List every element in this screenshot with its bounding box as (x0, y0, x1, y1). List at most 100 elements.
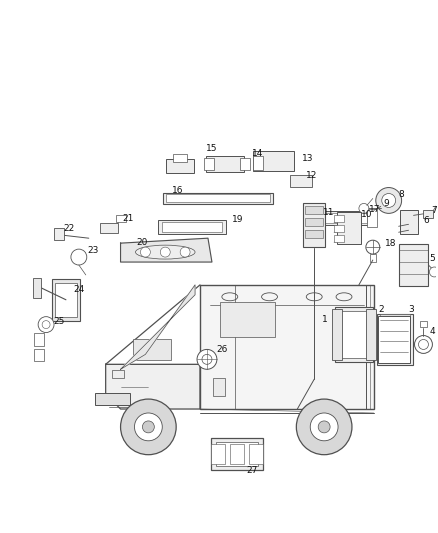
Text: 20: 20 (137, 238, 148, 247)
Ellipse shape (135, 245, 195, 259)
Text: 22: 22 (64, 224, 74, 233)
Bar (290, 175, 312, 187)
Circle shape (310, 413, 338, 441)
Bar (55, 283, 77, 317)
Bar (206, 156, 244, 172)
Bar (305, 206, 323, 214)
Circle shape (429, 267, 438, 277)
Circle shape (318, 421, 330, 433)
Circle shape (134, 413, 162, 441)
Bar (378, 316, 410, 364)
Text: 24: 24 (73, 285, 85, 294)
Bar (158, 220, 226, 234)
Text: 23: 23 (87, 246, 99, 255)
Bar (162, 222, 222, 232)
Bar (334, 225, 344, 232)
Ellipse shape (306, 293, 322, 301)
Bar (399, 211, 417, 234)
Bar (424, 211, 433, 219)
Bar (253, 151, 294, 171)
Text: 8: 8 (399, 190, 404, 199)
Bar (338, 311, 370, 358)
Bar (308, 212, 370, 225)
Circle shape (202, 354, 212, 365)
Circle shape (297, 399, 352, 455)
Polygon shape (106, 365, 200, 409)
Text: 16: 16 (173, 186, 184, 195)
Circle shape (359, 204, 369, 213)
Bar (100, 223, 117, 233)
Circle shape (42, 321, 50, 328)
Text: 2: 2 (378, 305, 384, 314)
Bar (204, 158, 214, 169)
Bar (335, 307, 373, 362)
Bar (305, 230, 323, 238)
Circle shape (142, 421, 154, 433)
Circle shape (141, 247, 150, 257)
Text: 3: 3 (409, 305, 414, 314)
Text: 17: 17 (369, 205, 381, 214)
Circle shape (120, 399, 176, 455)
Bar (34, 333, 44, 346)
Circle shape (418, 340, 428, 350)
Text: 7: 7 (431, 206, 437, 215)
Text: 12: 12 (306, 171, 317, 180)
Bar (166, 159, 194, 173)
Text: 10: 10 (361, 210, 373, 219)
Text: 5: 5 (430, 254, 435, 263)
Bar (54, 228, 64, 240)
Text: 25: 25 (53, 317, 65, 326)
Ellipse shape (261, 293, 278, 301)
Circle shape (38, 317, 54, 333)
Bar (334, 235, 344, 241)
Bar (367, 209, 377, 227)
Bar (380, 327, 410, 335)
Text: 18: 18 (385, 239, 396, 248)
Text: 9: 9 (384, 199, 389, 208)
Circle shape (414, 335, 432, 353)
Bar (311, 213, 367, 223)
Text: 6: 6 (424, 216, 429, 225)
Bar (377, 314, 413, 365)
Bar (332, 309, 342, 360)
Bar (220, 302, 275, 337)
Text: 21: 21 (123, 214, 134, 223)
Bar (249, 444, 262, 464)
Bar (116, 215, 126, 222)
Circle shape (366, 240, 380, 254)
Bar (213, 378, 225, 396)
Bar (337, 212, 361, 244)
Text: 15: 15 (206, 144, 218, 154)
Circle shape (382, 193, 396, 207)
Circle shape (160, 247, 170, 257)
Circle shape (180, 247, 190, 257)
Polygon shape (120, 285, 195, 369)
Bar (303, 204, 325, 247)
Polygon shape (120, 238, 212, 262)
Bar (305, 219, 323, 227)
Text: 19: 19 (232, 215, 244, 224)
Bar (399, 244, 428, 286)
Bar (166, 195, 269, 203)
Circle shape (71, 249, 87, 265)
Bar (33, 278, 41, 298)
Text: 13: 13 (301, 154, 313, 163)
Bar (380, 352, 410, 360)
Bar (334, 215, 344, 222)
Text: 27: 27 (246, 466, 258, 475)
Text: 26: 26 (216, 345, 228, 354)
Circle shape (197, 350, 217, 369)
Bar (95, 393, 130, 405)
Text: 4: 4 (430, 327, 435, 336)
Bar (173, 154, 187, 161)
Bar (34, 350, 44, 361)
Bar (211, 444, 225, 464)
Bar (380, 314, 410, 321)
Bar (216, 442, 258, 466)
Bar (52, 279, 80, 321)
Bar (366, 309, 376, 360)
Text: 14: 14 (252, 149, 263, 158)
Bar (134, 338, 171, 360)
Bar (253, 156, 262, 169)
Bar (370, 254, 376, 262)
